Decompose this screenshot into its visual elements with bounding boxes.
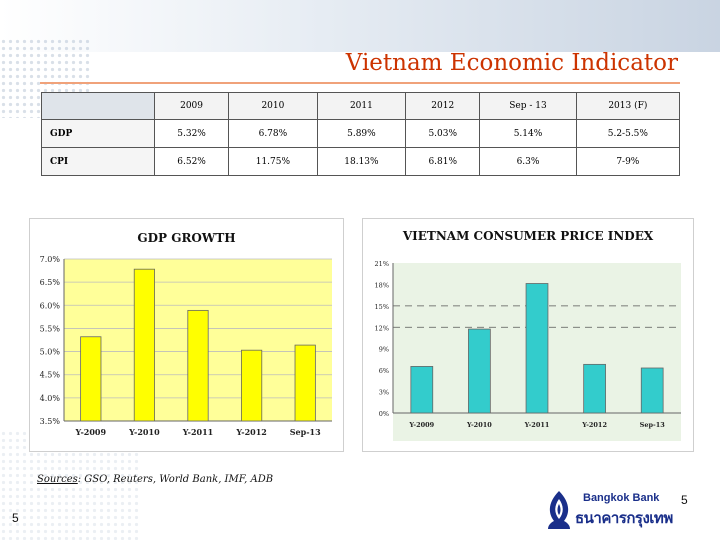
table-header-cell: 2011 bbox=[316, 92, 407, 120]
x-tick-label: Sep-13 bbox=[640, 421, 666, 429]
y-tick-label: 5.0% bbox=[40, 348, 61, 357]
table-cell: 11.75% bbox=[228, 147, 318, 176]
cpi-chart: VIETNAM CONSUMER PRICE INDEX 0% 3% 6% 9% 12%… bbox=[362, 218, 694, 452]
y-tick-label: 6% bbox=[379, 367, 389, 375]
y-tick-label: 7.0% bbox=[40, 255, 61, 264]
table-cell: 6.78% bbox=[228, 119, 318, 148]
x-tick-label: Y-2012 bbox=[581, 421, 607, 429]
chart-bar bbox=[583, 363, 606, 414]
y-tick-label: 4.0% bbox=[40, 394, 61, 403]
slide-title: Vietnam Economic Indicator bbox=[345, 50, 678, 76]
x-tick-label: Sep-13 bbox=[290, 427, 321, 437]
sources-label: Sources bbox=[37, 474, 78, 485]
table-cell: 5.2-5.5% bbox=[575, 119, 681, 148]
table-cell: 5.89% bbox=[316, 119, 407, 148]
table-cell: 5.14% bbox=[479, 119, 577, 148]
title-underline bbox=[40, 82, 680, 84]
row-label-cpi: CPI bbox=[41, 147, 155, 176]
y-tick-label: 6.0% bbox=[40, 301, 61, 310]
lotus-emblem-icon bbox=[548, 491, 570, 529]
table-header-cell: Sep - 13 bbox=[479, 92, 577, 120]
table-header-cell: 2013 (F) bbox=[575, 92, 681, 120]
page-number-right: 5 bbox=[681, 493, 688, 507]
table-cell: 6.3% bbox=[479, 147, 577, 176]
page-number-left: 5 bbox=[12, 511, 19, 525]
y-tick-label: 3% bbox=[379, 389, 389, 397]
table-header-cell: 2012 bbox=[405, 92, 481, 120]
y-tick-label: 21% bbox=[375, 260, 389, 268]
chart-title: VIETNAM CONSUMER PRICE INDEX bbox=[402, 229, 654, 243]
y-tick-label: 9% bbox=[379, 346, 389, 354]
chart-bar bbox=[80, 336, 102, 422]
table-header-row: 2009 2010 2011 2012 Sep - 13 2013 (F) bbox=[41, 92, 681, 120]
y-tick-label: 0% bbox=[379, 410, 389, 418]
table-cell: 6.81% bbox=[405, 147, 481, 176]
chart-bar bbox=[640, 367, 664, 414]
chart-bar bbox=[294, 344, 316, 422]
gdp-growth-chart: GDP GROWTH 3.5% 4.0% 4.5% 5.0% 5.5% 6.0% 6.5% 7… bbox=[29, 218, 344, 452]
y-tick-label: 4.5% bbox=[40, 371, 61, 380]
table-cell: 18.13% bbox=[316, 147, 407, 176]
table-cell: 5.32% bbox=[153, 119, 230, 148]
table-header-cell: 2010 bbox=[228, 92, 318, 120]
y-tick-label: 18% bbox=[375, 281, 389, 289]
table-cell: 6.52% bbox=[153, 147, 230, 176]
x-tick-label: Y-2012 bbox=[235, 427, 267, 437]
x-tick-label: Y-2010 bbox=[466, 421, 492, 429]
logo-thai-name: ธนาคารกรุงเทพ bbox=[575, 509, 673, 527]
logo-english-name: Bangkok Bank bbox=[583, 492, 660, 504]
chart-bar bbox=[410, 366, 434, 414]
y-tick-label: 5.5% bbox=[40, 324, 61, 333]
cpi-chart-svg: 0% 3% 6% 9% 12% 15% 18% 21% Y-2009 Y-2010 Y-2011 Y-… bbox=[375, 260, 681, 429]
table-header-cell: 2009 bbox=[153, 92, 230, 120]
table-cell: 7-9% bbox=[575, 147, 681, 176]
sources-note: Sources: GSO, Reuters, World Bank, IMF, … bbox=[37, 474, 273, 485]
table-row: GDP 5.32% 6.78% 5.89% 5.03% 5.14% 5.2-5.… bbox=[41, 119, 681, 148]
sources-text: : GSO, Reuters, World Bank, IMF, ADB bbox=[77, 474, 274, 485]
y-tick-label: 12% bbox=[375, 324, 389, 332]
chart-bar bbox=[468, 328, 491, 414]
y-tick-label: 3.5% bbox=[40, 417, 61, 426]
chart-bar bbox=[525, 283, 549, 414]
table-cell: 5.03% bbox=[405, 119, 481, 148]
x-tick-label: Y-2011 bbox=[182, 427, 214, 437]
y-tick-label: 15% bbox=[375, 303, 389, 311]
x-tick-label: Y-2011 bbox=[524, 421, 550, 429]
row-label-gdp: GDP bbox=[41, 119, 155, 148]
table-header-cell bbox=[41, 92, 155, 120]
chart-bar bbox=[133, 268, 155, 422]
chart-bar bbox=[241, 349, 263, 422]
table-row: CPI 6.52% 11.75% 18.13% 6.81% 6.3% 7-9% bbox=[41, 147, 681, 176]
indicator-table: 2009 2010 2011 2012 Sep - 13 2013 (F) GD… bbox=[41, 92, 681, 176]
chart-bar bbox=[187, 309, 209, 422]
gdp-chart-svg: 3.5% 4.0% 4.5% 5.0% 5.5% 6.0% 6.5% 7.0% Y-2009 Y-… bbox=[40, 255, 332, 437]
bangkok-bank-logo: Bangkok Bank ธนาคารกรุงเทพ bbox=[541, 488, 681, 532]
chart-title: GDP GROWTH bbox=[137, 231, 236, 245]
x-tick-label: Y-2009 bbox=[75, 427, 107, 437]
header-band bbox=[0, 0, 720, 52]
x-tick-label: Y-2010 bbox=[128, 427, 160, 437]
y-tick-label: 6.5% bbox=[40, 278, 61, 287]
x-tick-label: Y-2009 bbox=[408, 421, 434, 429]
